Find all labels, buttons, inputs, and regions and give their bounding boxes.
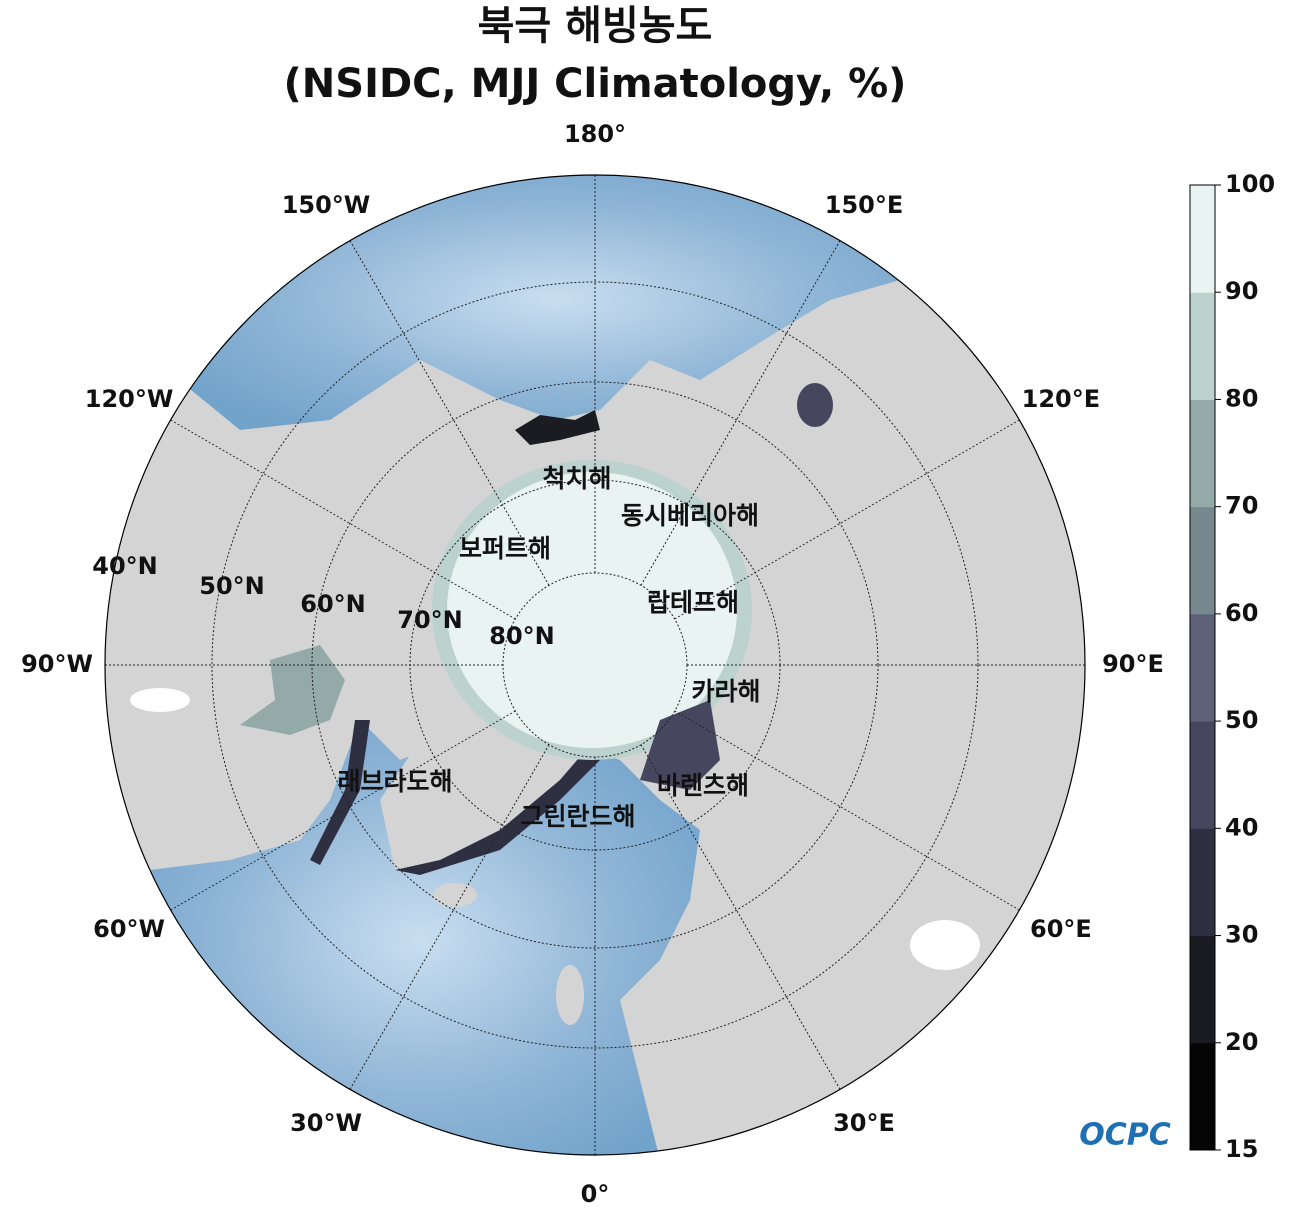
map — [105, 175, 1085, 1155]
colorbar-segment — [1190, 292, 1215, 400]
lake — [130, 688, 190, 712]
latitude-label: 80°N — [489, 622, 554, 650]
colorbar-tick-label: 20 — [1225, 1028, 1258, 1056]
longitude-label: 30°E — [833, 1109, 895, 1137]
longitude-label: 90°W — [21, 650, 93, 678]
sea-label: 래브라도해 — [337, 767, 452, 796]
iceland — [433, 883, 477, 907]
colorbar: 15 20 30 40 50 60 70 80 90 100 — [1189, 170, 1275, 1163]
colorbar-frame — [1189, 184, 1216, 1151]
britain — [556, 965, 584, 1025]
sea-label: 동시베리아해 — [621, 501, 759, 530]
colorbar-segment — [1190, 828, 1215, 937]
sea-label: 랍테프해 — [647, 588, 739, 617]
latitude-label: 60°N — [300, 590, 365, 618]
longitude-label: 0° — [581, 1180, 610, 1208]
barents-ice — [640, 700, 720, 790]
colorbar-segment — [1190, 935, 1215, 1044]
longitude-label: 150°E — [825, 191, 904, 219]
colorbar-tick-label: 30 — [1225, 921, 1258, 949]
sea-label: 보퍼트해 — [459, 534, 551, 563]
colorbar-tick-label: 80 — [1225, 384, 1258, 412]
colorbar-tick-label: 15 — [1225, 1135, 1258, 1163]
colorbar-tick-label: 40 — [1225, 813, 1258, 841]
chukchi-ice — [515, 410, 600, 445]
lake — [910, 920, 980, 970]
map-border — [104, 174, 1086, 1156]
sea-label: 바렌츠해 — [657, 771, 749, 800]
latitude-line — [311, 381, 879, 949]
colorbar-tick-label: 100 — [1225, 170, 1275, 198]
latitude-line — [211, 281, 979, 1049]
colorbar-tick-label: 70 — [1225, 492, 1258, 520]
longitude-label: 180° — [564, 120, 626, 148]
sea-label: 카라해 — [691, 677, 760, 706]
colorbar-segment — [1190, 506, 1215, 615]
subtitle: (NSIDC, MJJ Climatology, %) — [284, 61, 907, 107]
hudson-ice — [240, 645, 345, 735]
colorbar-segment — [1190, 613, 1215, 722]
pacific-ocean — [185, 175, 925, 430]
colorbar-segment — [1190, 721, 1215, 829]
graticule — [105, 175, 1085, 1155]
longitude-label: 120°E — [1022, 385, 1101, 413]
longitude-label: 60°E — [1030, 915, 1092, 943]
okhotsk-ice — [797, 383, 833, 427]
longitude-label: 60°W — [93, 915, 165, 943]
longitude-labels: 180° 150°E 120°E 90°E 60°E 30°E 0° 30°W 60°W 90°W… — [21, 120, 1164, 1208]
longitude-label: 30°W — [290, 1109, 362, 1137]
latitude-label: 70°N — [397, 606, 462, 634]
longitude-label: 150°W — [282, 191, 371, 219]
title: 북극 해빙농도 — [478, 3, 713, 49]
longitude-label: 90°E — [1102, 650, 1164, 678]
logo: OCPC — [1079, 1118, 1171, 1153]
colorbar-segment — [1190, 1042, 1215, 1151]
colorbar-tick-label: 50 — [1225, 706, 1258, 734]
sea-label: 척치해 — [542, 464, 611, 493]
sea-label: 그린란드해 — [520, 802, 635, 831]
colorbar-segment — [1190, 185, 1215, 293]
latitude-label: 50°N — [199, 572, 264, 600]
colorbar-tick-label: 60 — [1225, 599, 1258, 627]
latitude-label: 40°N — [92, 552, 157, 580]
sea-ice — [447, 472, 737, 748]
colorbar-segment — [1190, 399, 1215, 508]
labrador-ice — [310, 720, 370, 865]
longitude-label: 120°W — [85, 385, 174, 413]
colorbar-tick-label: 90 — [1225, 277, 1258, 305]
